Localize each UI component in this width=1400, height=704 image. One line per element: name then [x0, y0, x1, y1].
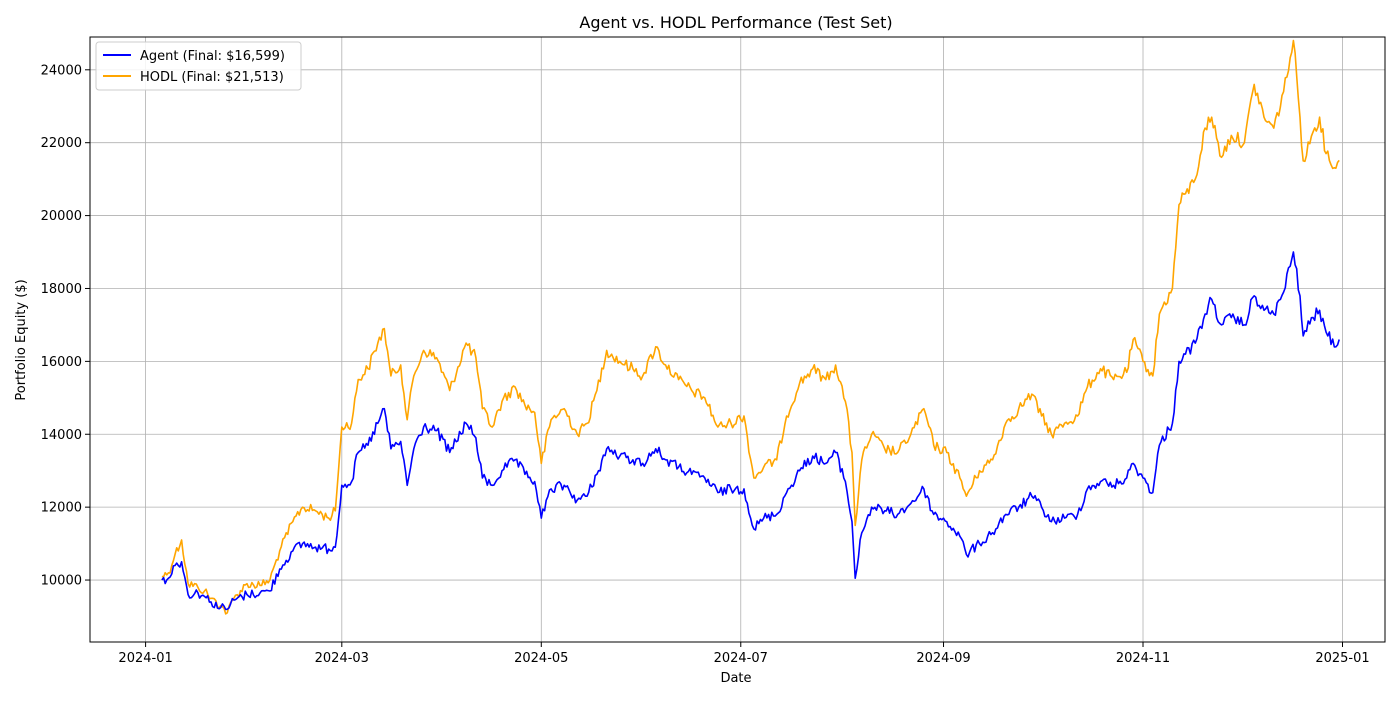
- legend: Agent (Final: $16,599) HODL (Final: $21,…: [95, 41, 302, 91]
- series-line-agent: [161, 251, 1340, 611]
- y-tick-label: 14000: [41, 428, 82, 443]
- x-axis-label: Date: [720, 671, 751, 686]
- x-tick-label: 2024-07: [714, 651, 768, 666]
- y-tick-label: 20000: [41, 209, 82, 224]
- grid-lines: [90, 37, 1385, 642]
- chart-title: Agent vs. HODL Performance (Test Set): [579, 13, 892, 32]
- y-axis-ticks: 10000 12000 14000 16000 18000 20000 22000 24000: [41, 63, 90, 589]
- y-axis-label: Portfolio Equity ($): [14, 279, 29, 400]
- x-tick-label: 2025-01: [1315, 651, 1369, 666]
- y-tick-label: 16000: [41, 355, 82, 370]
- series-line-hodl: [161, 39, 1340, 615]
- plot-frame: [89, 36, 1386, 643]
- x-tick-label: 2024-03: [315, 651, 369, 666]
- x-tick-label: 2024-01: [118, 651, 172, 666]
- x-tick-label: 2024-11: [1116, 651, 1170, 666]
- y-tick-label: 12000: [41, 501, 82, 516]
- y-tick-label: 22000: [41, 136, 82, 151]
- x-tick-label: 2024-09: [916, 651, 970, 666]
- series-layer: [161, 39, 1340, 615]
- x-axis-ticks: 2024-01 2024-03 2024-05 2024-07 2024-09 2024-…: [118, 642, 1370, 666]
- legend-box: [95, 41, 302, 91]
- y-tick-label: 10000: [41, 574, 82, 589]
- legend-label-hodl: HODL (Final: $21,513): [140, 70, 284, 85]
- y-tick-label: 24000: [41, 63, 82, 78]
- legend-label-agent: Agent (Final: $16,599): [140, 49, 285, 64]
- y-tick-label: 18000: [41, 282, 82, 297]
- x-tick-label: 2024-05: [514, 651, 568, 666]
